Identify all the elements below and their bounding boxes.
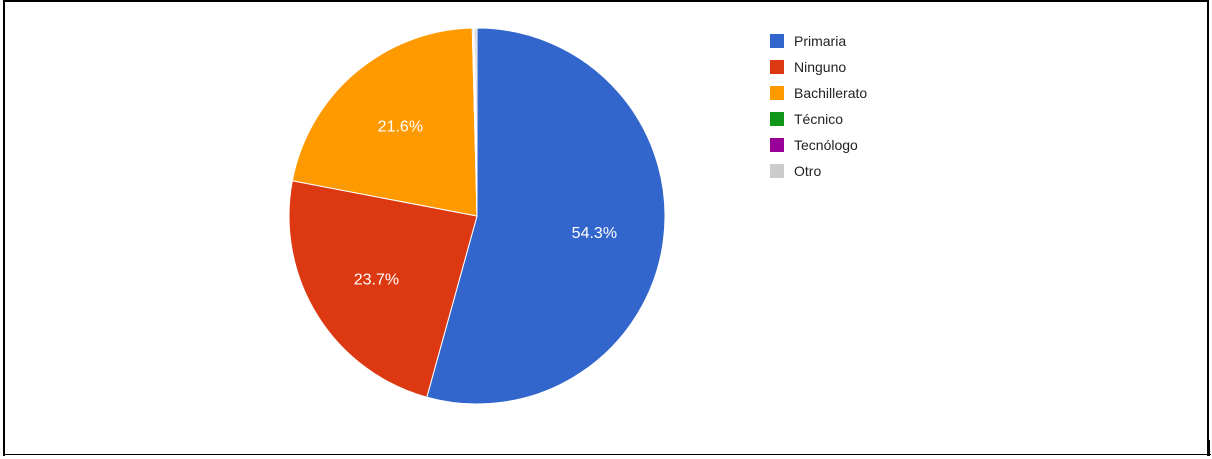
legend-label: Tecnólogo bbox=[794, 137, 858, 153]
frame-corner-mark bbox=[1208, 440, 1210, 456]
legend-item-ninguno[interactable]: Ninguno bbox=[770, 54, 867, 80]
pie-slice-otro[interactable] bbox=[474, 27, 478, 217]
pie-slice-ninguno[interactable] bbox=[288, 180, 478, 398]
slice-label-bachillerato: 21.6% bbox=[378, 119, 423, 136]
legend-swatch bbox=[770, 34, 784, 48]
slice-label-primaria: 54.3% bbox=[572, 225, 617, 242]
slice-label-ninguno: 23.7% bbox=[354, 272, 399, 289]
legend-label: Primaria bbox=[794, 33, 847, 49]
legend-item-tecnólogo[interactable]: Tecnólogo bbox=[770, 132, 867, 158]
legend-swatch bbox=[770, 138, 784, 152]
legend-swatch bbox=[770, 164, 784, 178]
pie-slice-primaria[interactable] bbox=[426, 27, 666, 405]
frame-bottom-border bbox=[3, 454, 1211, 455]
legend-label: Técnico bbox=[794, 111, 844, 127]
legend-label: Otro bbox=[794, 163, 822, 179]
legend-swatch bbox=[770, 86, 784, 100]
legend-item-primaria[interactable]: Primaria bbox=[770, 28, 867, 54]
legend-label: Bachillerato bbox=[794, 85, 868, 101]
legend-item-técnico[interactable]: Técnico bbox=[770, 106, 867, 132]
pie-slice-labels: 54.3% 23.7% 21.6% bbox=[354, 119, 617, 289]
pie-slices bbox=[288, 27, 666, 405]
pie-slice-bachillerato[interactable] bbox=[291, 27, 478, 217]
chart-frame bbox=[3, 0, 1209, 456]
legend-item-bachillerato[interactable]: Bachillerato bbox=[770, 80, 867, 106]
legend-item-otro[interactable]: Otro bbox=[770, 158, 867, 184]
legend-swatch bbox=[770, 112, 784, 126]
legend-swatch bbox=[770, 60, 784, 74]
chart-legend: Primaria Ninguno Bachillerato Técnico Tecnól… bbox=[770, 28, 867, 184]
legend-label: Ninguno bbox=[794, 59, 847, 75]
